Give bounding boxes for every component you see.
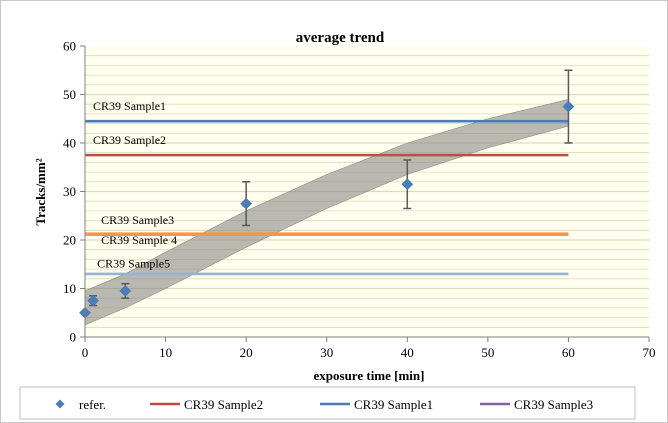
y-tick-label: 50 [63, 87, 76, 102]
x-tick-label: 0 [82, 345, 89, 360]
y-tick-label: 30 [63, 184, 76, 199]
x-tick-label: 60 [562, 345, 575, 360]
data-point [562, 100, 575, 113]
y-tick-label: 40 [63, 136, 76, 151]
line-label: CR39 Sample3 [101, 213, 174, 227]
x-tick-label: 10 [159, 345, 172, 360]
x-tick-labels: 0 10 20 30 40 50 60 70 [82, 345, 656, 360]
legend: refer. CR39 Sample2 CR39 Sample1 CR39 Sampl… [55, 397, 593, 412]
y-tick-labels: 0 10 20 30 40 50 60 [63, 39, 76, 345]
legend-label: refer. [79, 397, 106, 412]
legend-marker [55, 399, 65, 409]
x-tick-label: 40 [401, 345, 414, 360]
y-tick-label: 10 [63, 281, 76, 296]
line-label: CR39 Sample 4 [101, 233, 177, 247]
y-tick-label: 60 [63, 39, 76, 54]
legend-label: CR39 Sample3 [514, 397, 593, 412]
data-point [240, 197, 252, 210]
x-tick-label: 20 [240, 345, 253, 360]
line-labels: CR39 Sample1 CR39 Sample2 CR39 Sample3 CR39… [93, 99, 177, 271]
x-axis-label: exposure time [min] [314, 368, 425, 383]
data-point [87, 294, 99, 307]
y-tick-label: 0 [70, 330, 77, 345]
line-label: CR39 Sample2 [93, 133, 166, 147]
data-point [401, 178, 414, 191]
y-tick-label: 20 [63, 233, 76, 248]
line-label: CR39 Sample5 [97, 257, 170, 271]
axes [80, 45, 650, 342]
reference-lines [85, 119, 569, 276]
x-tick-label: 50 [481, 345, 494, 360]
data-point [119, 285, 132, 297]
chart-title: average trend [296, 30, 385, 46]
y-axis-label: Tracks/mm² [33, 158, 48, 225]
line-label: CR39 Sample1 [93, 99, 166, 113]
legend-label: CR39 Sample1 [354, 397, 433, 412]
x-tick-label: 70 [643, 345, 656, 360]
x-tick-label: 30 [320, 345, 333, 360]
legend-label: CR39 Sample2 [184, 397, 263, 412]
